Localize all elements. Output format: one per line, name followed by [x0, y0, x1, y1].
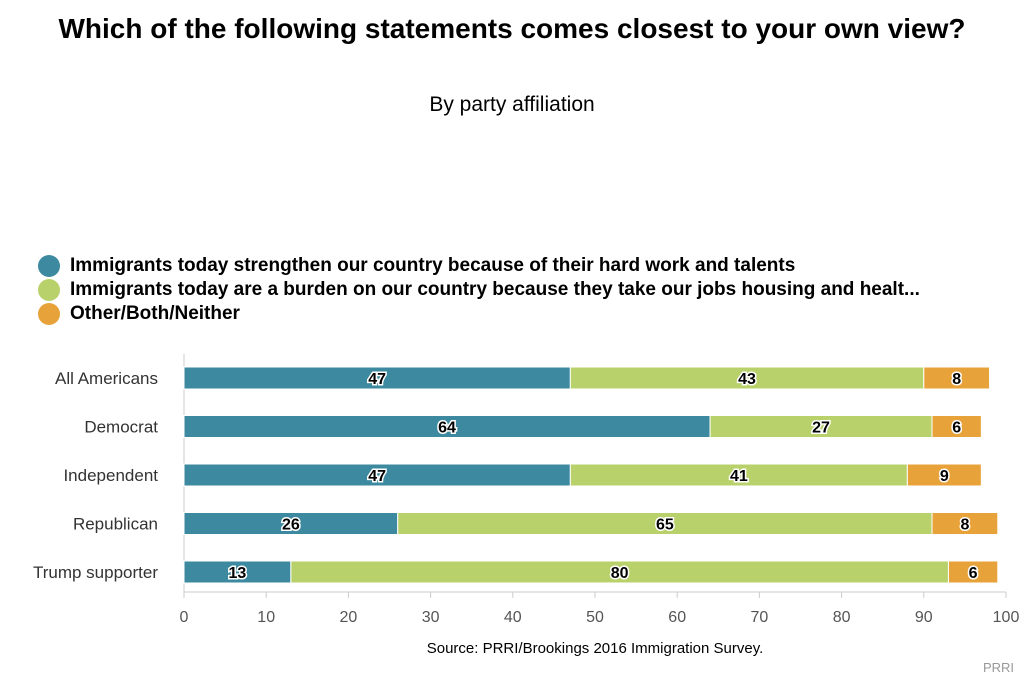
x-tick-label: 20	[340, 609, 358, 626]
chart-subtitle: By party affiliation	[429, 93, 595, 116]
data-label: 8	[952, 371, 961, 388]
legend: Immigrants today strengthen our country …	[38, 254, 1018, 326]
source-note: Source: PRRI/Brookings 2016 Immigration …	[426, 640, 764, 657]
data-label: 64	[438, 420, 456, 437]
data-label: 65	[656, 517, 674, 534]
stacked-bar-chart: 0 10 20 30 40 50 60 70 80 90 100 All Americans 47 43 8…	[33, 354, 1020, 626]
data-label: 8	[960, 517, 969, 534]
category-label: Republican	[73, 515, 158, 534]
x-tick-label: 40	[504, 609, 522, 626]
data-label: 47	[368, 371, 386, 388]
bar-segment	[931, 512, 999, 535]
x-tick-label: 70	[751, 609, 769, 626]
data-label: 26	[282, 517, 300, 534]
bar-segment	[931, 415, 982, 438]
data-label: 41	[730, 468, 748, 485]
legend-swatch-strengthen	[38, 255, 60, 277]
legend-label-other: Other/Both/Neither	[70, 303, 240, 324]
x-tick-label: 50	[586, 609, 604, 626]
data-label: 43	[738, 371, 756, 388]
bar-segment	[906, 463, 982, 487]
x-tick-label: 30	[422, 609, 440, 626]
legend-swatch-other	[38, 303, 60, 325]
category-label: Independent	[63, 466, 158, 485]
chart-title: Which of the following statements comes …	[58, 13, 966, 44]
data-label: 9	[940, 468, 949, 485]
data-label: 80	[611, 565, 629, 582]
legend-item-burden: Immigrants today are a burden on our cou…	[38, 278, 1018, 302]
bar-segment	[947, 560, 999, 584]
x-tick-label: 80	[833, 609, 851, 626]
legend-label-burden: Immigrants today are a burden on our cou…	[70, 279, 920, 300]
x-tick-label: 10	[257, 609, 275, 626]
credit: PRRI	[982, 660, 1014, 675]
category-label: All Americans	[55, 369, 158, 388]
legend-swatch-burden	[38, 279, 60, 301]
legend-item-other: Other/Both/Neither	[38, 302, 1018, 326]
legend-label-strengthen: Immigrants today strengthen our country …	[70, 255, 796, 276]
data-label: 27	[812, 420, 830, 437]
x-tick-label: 100	[993, 609, 1020, 626]
data-label: 6	[969, 565, 978, 582]
x-tick-label: 0	[180, 609, 189, 626]
category-label: Democrat	[84, 418, 158, 437]
legend-item-strengthen: Immigrants today strengthen our country …	[38, 254, 1018, 278]
x-tick-label: 60	[668, 609, 686, 626]
data-label: 6	[952, 420, 961, 437]
category-label: Trump supporter	[33, 563, 158, 582]
data-label: 13	[229, 565, 247, 582]
bar-segment	[923, 366, 991, 390]
x-tick-label: 90	[915, 609, 933, 626]
data-label: 47	[368, 468, 386, 485]
